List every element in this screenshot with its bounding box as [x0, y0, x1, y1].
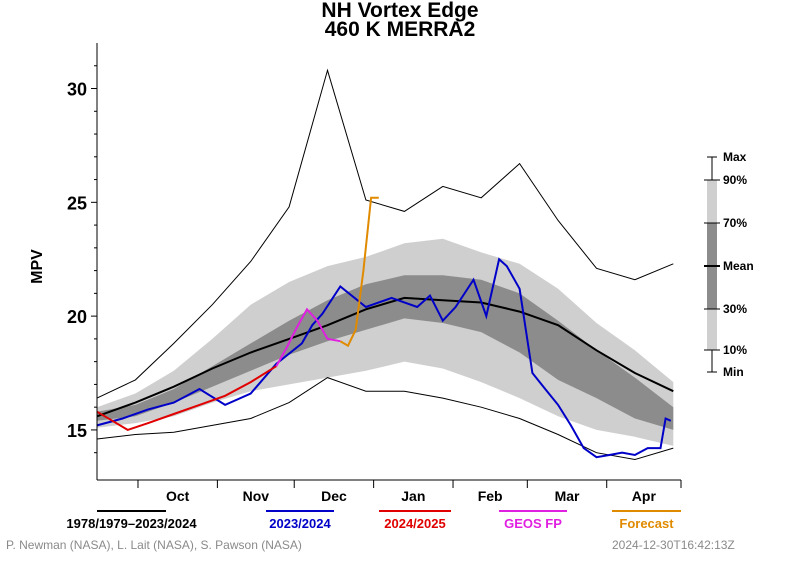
legend-entry: 2023/2024 — [269, 516, 331, 531]
legend-entry: 1978/1979–2023/2024 — [66, 516, 197, 531]
legend-entry: 2024/2025 — [384, 516, 445, 531]
series-2023-2024-line — [96, 257, 672, 459]
author-credits: P. Newman (NASA), L. Lait (NASA), S. Paw… — [6, 538, 302, 552]
series-forecast-line — [339, 196, 379, 348]
x-tick-label: Nov — [243, 488, 270, 504]
x-tick-label: Oct — [166, 488, 190, 504]
x-tick-label: Mar — [555, 488, 580, 504]
legend-label: 70% — [723, 216, 747, 230]
y-tick-label: 15 — [67, 421, 87, 441]
legend-entry: Forecast — [619, 516, 674, 531]
legend-label: 90% — [723, 173, 747, 187]
timestamp: 2024-12-30T16:42:13Z — [612, 538, 735, 552]
legend-entry: GEOS FP — [504, 516, 562, 531]
band-10-90 — [97, 238, 674, 446]
chart-subtitle: 460 K MERRA2 — [324, 18, 476, 41]
y-tick-label: 30 — [67, 80, 87, 100]
y-tick-label: 20 — [67, 307, 87, 327]
x-tick-label: Jan — [401, 488, 425, 504]
x-tick-label: Dec — [321, 488, 347, 504]
legend-label: 10% — [723, 343, 747, 357]
series-2024-2025-line — [96, 365, 277, 431]
x-tick-label: Feb — [478, 488, 503, 504]
mean-line — [96, 296, 674, 418]
y-axis-label: MPV — [29, 249, 46, 284]
x-tick-label: Apr — [632, 488, 657, 504]
legend-label: Min — [723, 365, 744, 379]
chart-title: NH Vortex Edge — [321, 0, 479, 22]
legend-label: Max — [723, 150, 747, 164]
legend-label: 30% — [723, 302, 747, 316]
min-line — [96, 377, 674, 461]
max-line — [96, 68, 674, 399]
band-30-70 — [97, 275, 674, 430]
y-tick-label: 25 — [67, 193, 87, 213]
legend-label: Mean — [723, 259, 754, 273]
series-geos-fp-line — [275, 307, 341, 367]
